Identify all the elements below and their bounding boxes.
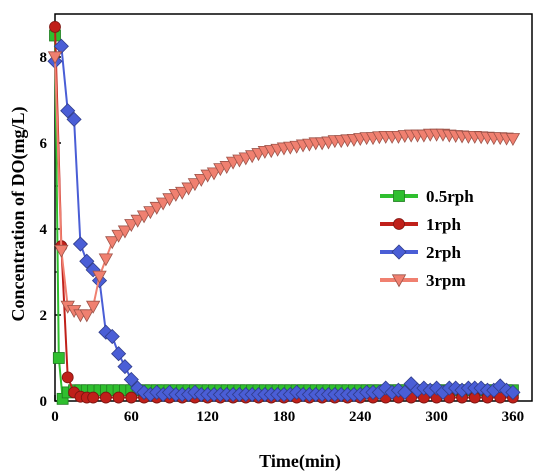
- point-1rph-0: [49, 20, 61, 33]
- series-1rph: [49, 20, 519, 404]
- legend-label-1rph: 1rph: [426, 215, 462, 234]
- y-tick-label-2: 2: [40, 308, 48, 324]
- point-3rpm-13: [130, 214, 145, 228]
- legend-marker-1rph: [393, 218, 405, 230]
- x-axis-title: Time(min): [259, 451, 341, 472]
- legend-label-3rpm: 3rpm: [426, 271, 466, 290]
- point-3rpm-14: [136, 210, 152, 224]
- legend-item-1rph: 1rph: [380, 215, 462, 234]
- legend-label-2rph: 2rph: [426, 243, 462, 262]
- point-3rpm-20: [175, 186, 190, 200]
- point-3rpm-18: [162, 193, 177, 207]
- legend-label-0.5rph: 0.5rph: [426, 187, 474, 206]
- x-tick-label-60: 60: [124, 409, 139, 425]
- point-3rpm-22: [187, 178, 203, 192]
- point-2rph-5: [79, 253, 95, 269]
- x-tick-label-300: 300: [425, 409, 448, 425]
- legend-marker-0.5rph: [393, 190, 405, 202]
- point-2rph-1: [53, 38, 69, 54]
- legend-item-0.5rph: 0.5rph: [380, 187, 474, 206]
- point-3rpm-17: [155, 197, 171, 211]
- legend: 0.5rph 1rph 2rph 3rpm: [380, 187, 474, 290]
- point-1rph-7: [99, 391, 112, 404]
- y-tick-label-0: 0: [40, 394, 48, 410]
- legend-item-3rpm: 3rpm: [380, 271, 466, 290]
- point-3rpm-7: [92, 270, 107, 284]
- point-2rph-72: [505, 384, 521, 400]
- point-3rpm-1: [54, 244, 69, 258]
- point-3rpm-11: [117, 225, 133, 239]
- point-2rph-55: [397, 384, 413, 400]
- point-3rpm-72: [505, 133, 521, 147]
- point-2rph-10: [111, 346, 127, 362]
- point-2rph-3: [66, 111, 82, 127]
- point-2rph-9: [104, 328, 120, 345]
- y-axis-title: Concentration of DO(mg/L): [8, 107, 29, 322]
- point-2rph-12: [123, 371, 139, 388]
- point-1rph-6: [87, 391, 100, 404]
- point-3rpm-16: [149, 201, 164, 215]
- point-3rpm-5: [79, 309, 94, 323]
- point-3rpm-6: [85, 300, 101, 314]
- series-layer: [47, 20, 521, 405]
- legend-item-2rph: 2rph: [380, 243, 462, 262]
- point-1rph-2: [61, 371, 74, 384]
- point-0.5rph-1: [52, 352, 65, 364]
- y-tick-label-8: 8: [40, 50, 48, 66]
- point-3rpm-21: [181, 182, 196, 196]
- point-3rpm-8: [98, 253, 114, 267]
- y-tick-label-4: 4: [40, 222, 48, 238]
- series-line-1rph: [54, 26, 513, 399]
- point-1rph-9: [125, 391, 138, 404]
- x-tick-label-360: 360: [502, 409, 525, 425]
- legend-marker-3rpm: [391, 274, 407, 288]
- point-3rpm-25: [206, 167, 222, 181]
- x-tick-label-0: 0: [51, 409, 59, 425]
- legend-marker-2rph: [391, 244, 407, 260]
- point-2rph-11: [117, 359, 133, 375]
- point-3rpm-23: [194, 173, 209, 187]
- x-tick-label-240: 240: [349, 409, 372, 425]
- point-2rph-2: [60, 103, 76, 119]
- x-tick-label-180: 180: [273, 409, 296, 425]
- point-3rpm-9: [105, 236, 120, 250]
- point-2rph-4: [72, 236, 89, 252]
- point-3rpm-27: [219, 161, 234, 174]
- point-3rpm-12: [124, 219, 139, 233]
- point-3rpm-10: [111, 229, 126, 243]
- y-tick-label-6: 6: [40, 136, 48, 152]
- point-3rpm-0: [47, 51, 63, 65]
- x-tick-label-120: 120: [196, 409, 219, 425]
- point-1rph-8: [112, 391, 125, 404]
- series-3rpm: [47, 51, 521, 323]
- point-3rpm-15: [143, 206, 158, 220]
- plot-frame: [54, 13, 533, 402]
